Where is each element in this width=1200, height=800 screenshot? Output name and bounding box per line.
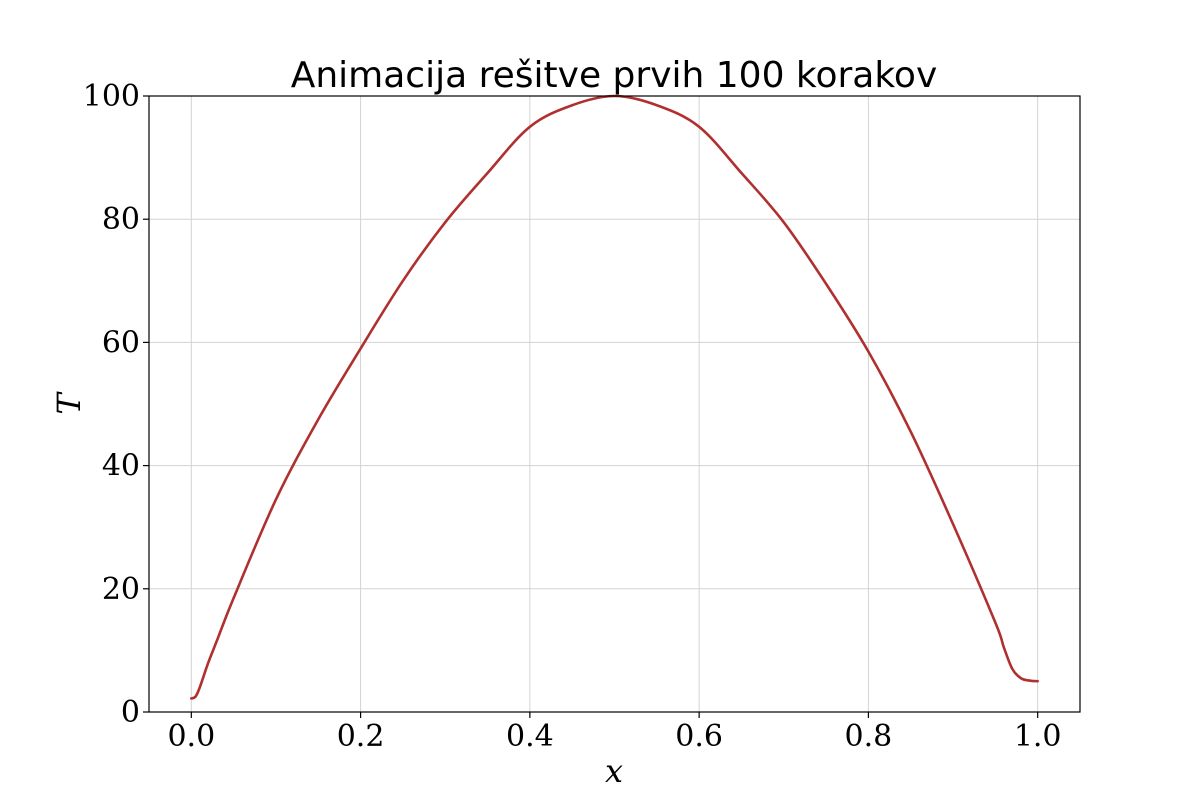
y-ticks: 0 20 40 60 80 100: [83, 79, 149, 730]
x-tick-label: 0.2: [337, 719, 385, 754]
chart-title: Animacija rešitve prvih 100 korakov: [291, 55, 938, 96]
series-line-0: [190, 94, 1039, 700]
x-tick-label: 0.4: [506, 719, 554, 754]
x-tick-label: 0.8: [845, 719, 893, 754]
x-tick-label: 1.0: [1014, 719, 1062, 754]
y-tick-label: 40: [102, 449, 140, 484]
x-ticks: 0.0 0.2 0.4 0.6 0.8 1.0: [167, 712, 1062, 754]
y-tick-label: 0: [121, 695, 140, 730]
y-tick-label: 60: [102, 325, 140, 360]
x-tick-label: 0.6: [675, 719, 723, 754]
y-tick-label: 100: [83, 79, 140, 114]
y-axis-label: T: [50, 391, 88, 415]
series-layer: [190, 94, 1039, 700]
grid: [149, 95, 1080, 713]
x-axis-label: x: [605, 752, 623, 790]
x-tick-label: 0.0: [167, 719, 215, 754]
y-tick-label: 20: [102, 572, 140, 607]
y-tick-label: 80: [102, 202, 140, 237]
plot-frame: [148, 95, 1081, 713]
